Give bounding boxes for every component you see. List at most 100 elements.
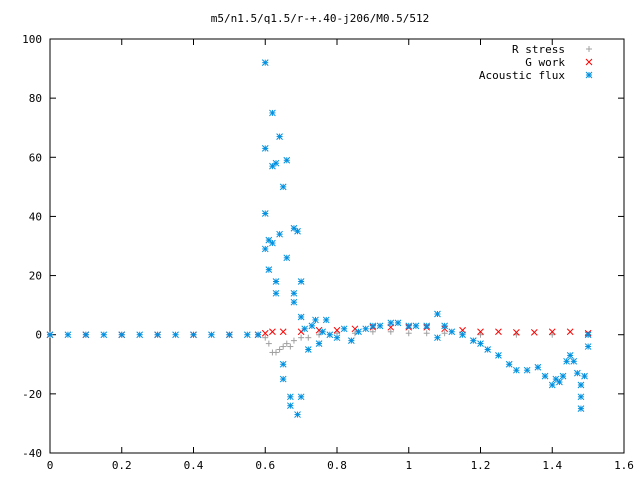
point-g-work [530,328,538,336]
point-acoustic-flux [347,337,355,344]
point-acoustic-flux [269,239,276,247]
point-acoustic-flux [333,334,341,342]
point-acoustic-flux [265,266,273,274]
point-acoustic-flux [387,319,395,327]
point-acoustic-flux [319,328,327,336]
point-acoustic-flux [534,363,542,371]
x-tick-label: 1.4 [542,459,562,472]
point-acoustic-flux [304,346,312,353]
point-g-work [279,328,287,336]
point-acoustic-flux [294,411,301,418]
point-g-work [566,328,574,336]
point-acoustic-flux [523,366,531,374]
point-acoustic-flux [355,328,362,336]
point-g-work [269,328,276,336]
point-g-work [513,328,520,336]
y-tick-label: 100 [22,33,42,46]
point-acoustic-flux [394,319,402,327]
point-acoustic-flux [448,328,456,336]
point-acoustic-flux [297,313,305,321]
point-acoustic-flux [287,393,294,401]
legend-label: Acoustic flux [479,69,565,82]
point-acoustic-flux [279,183,287,191]
point-acoustic-flux [484,346,492,353]
axis-ticks: 0 0.2 0.4 0.6 0.8 1 1.2 1.4 1.6 -40 -20 0 20 40 60 80 10… [22,33,634,472]
point-acoustic-flux [362,325,370,333]
y-tick-label: 0 [35,329,42,342]
point-acoustic-flux [423,322,431,330]
point-acoustic-flux [412,322,420,330]
point-r-stress [441,330,448,337]
point-r-stress [423,330,430,337]
legend-marker [585,71,593,79]
point-acoustic-flux [541,372,549,380]
point-acoustic-flux [577,393,585,401]
point-acoustic-flux [495,352,502,359]
point-acoustic-flux [279,360,287,368]
point-acoustic-flux [272,278,280,285]
y-tick-label: 40 [29,210,42,223]
point-acoustic-flux [566,352,574,359]
point-acoustic-flux [154,331,161,339]
point-acoustic-flux [290,298,298,306]
point-acoustic-flux [322,316,330,324]
point-r-stress [287,343,294,350]
point-acoustic-flux [261,245,269,253]
point-r-stress [262,334,269,341]
point-r-stress [265,340,272,347]
point-acoustic-flux [434,310,441,318]
point-acoustic-flux [312,316,319,324]
point-r-stress [316,331,323,338]
point-r-stress [280,343,287,350]
point-acoustic-flux [276,230,283,238]
point-acoustic-flux [577,381,585,389]
point-acoustic-flux [287,402,294,410]
point-acoustic-flux [369,322,377,330]
point-r-stress [305,334,312,341]
point-acoustic-flux [254,331,262,339]
x-tick-label: 1.6 [614,459,634,472]
point-acoustic-flux [118,331,126,339]
point-r-stress [405,330,412,337]
point-r-stress [387,328,394,335]
point-r-stress [298,334,305,341]
point-acoustic-flux [559,372,567,380]
point-acoustic-flux [405,322,413,330]
point-acoustic-flux [190,331,197,339]
point-acoustic-flux [574,369,581,377]
point-acoustic-flux [100,331,108,339]
point-r-stress [549,331,556,338]
point-acoustic-flux [326,331,334,339]
point-acoustic-flux [577,405,585,412]
point-acoustic-flux [548,381,556,389]
point-acoustic-flux [301,325,309,333]
x-tick-label: 0.4 [184,459,204,472]
x-tick-label: 0 [47,459,54,472]
point-acoustic-flux [581,372,588,380]
y-tick-label: 80 [29,92,42,105]
y-tick-label: -40 [22,447,42,460]
point-acoustic-flux [513,366,520,374]
point-acoustic-flux [308,322,316,330]
series-acoustic-flux [46,59,592,418]
point-acoustic-flux [269,109,276,117]
legend-label: R stress [512,43,565,56]
point-acoustic-flux [261,145,269,152]
point-acoustic-flux [82,331,90,339]
point-g-work [261,329,269,337]
point-acoustic-flux [136,331,144,339]
x-tick-label: 0.8 [327,459,347,472]
legend-marker [586,46,592,52]
point-acoustic-flux [563,357,570,365]
point-acoustic-flux [172,331,179,339]
point-acoustic-flux [272,289,280,297]
point-acoustic-flux [294,227,301,235]
point-acoustic-flux [261,59,269,67]
x-tick-label: 1 [405,459,412,472]
point-acoustic-flux [243,331,251,339]
point-acoustic-flux [376,322,384,330]
data-marks [46,59,592,418]
point-r-stress [283,340,290,347]
